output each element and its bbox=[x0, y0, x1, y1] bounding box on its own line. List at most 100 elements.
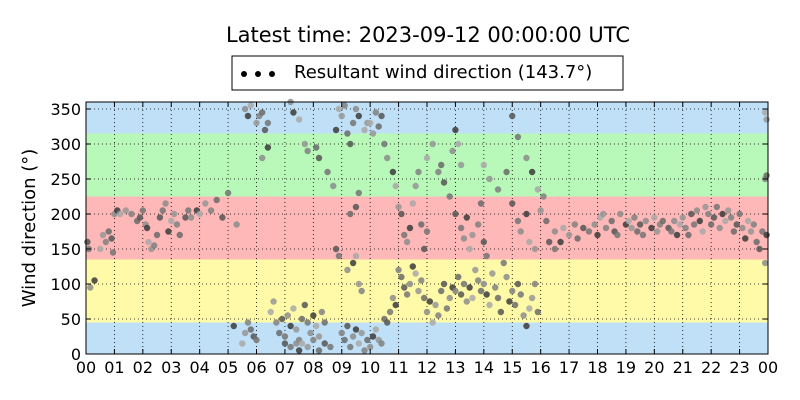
data-point bbox=[412, 182, 419, 190]
data-point bbox=[395, 203, 402, 211]
data-point bbox=[406, 224, 414, 232]
data-point bbox=[438, 161, 445, 169]
x-tick-label: 11 bbox=[388, 358, 408, 377]
x-tick-label: 20 bbox=[644, 358, 664, 377]
data-point bbox=[244, 319, 252, 326]
data-point bbox=[551, 245, 559, 253]
data-point bbox=[545, 238, 553, 246]
data-point bbox=[109, 249, 117, 256]
data-point bbox=[710, 214, 718, 221]
y-tick-label: 100 bbox=[50, 275, 81, 294]
data-point bbox=[636, 221, 644, 228]
data-point bbox=[352, 203, 360, 211]
data-point bbox=[420, 245, 428, 253]
x-tick-label: 12 bbox=[417, 358, 437, 377]
data-point bbox=[321, 319, 328, 326]
data-point bbox=[352, 105, 360, 113]
x-tick-label: 00 bbox=[76, 358, 96, 377]
data-point bbox=[153, 231, 161, 239]
data-point bbox=[315, 154, 323, 162]
y-tick-label: 300 bbox=[50, 135, 81, 154]
x-tick-label: 01 bbox=[104, 358, 124, 377]
data-point bbox=[469, 231, 476, 239]
data-point bbox=[378, 112, 385, 120]
data-point bbox=[702, 203, 709, 211]
data-point bbox=[415, 287, 422, 295]
data-point bbox=[492, 284, 499, 291]
x-tick-label: 07 bbox=[275, 358, 295, 377]
data-point bbox=[432, 301, 439, 309]
data-point bbox=[523, 322, 530, 330]
data-point bbox=[162, 200, 169, 207]
data-point bbox=[241, 105, 249, 113]
data-point bbox=[398, 273, 405, 281]
data-point bbox=[753, 238, 760, 246]
x-tick-label: 02 bbox=[133, 358, 153, 377]
data-point bbox=[338, 112, 345, 120]
data-point bbox=[366, 343, 374, 351]
data-point bbox=[361, 347, 368, 354]
data-point bbox=[239, 340, 246, 347]
legend-marker-dot bbox=[255, 71, 261, 77]
x-tick-label: 00 bbox=[758, 358, 778, 377]
data-point bbox=[763, 231, 770, 239]
data-point bbox=[713, 203, 721, 211]
data-point bbox=[517, 228, 524, 235]
data-point bbox=[634, 228, 641, 235]
data-point bbox=[756, 245, 763, 253]
data-point bbox=[690, 221, 698, 228]
data-point bbox=[480, 280, 488, 288]
data-point bbox=[270, 298, 277, 305]
data-point bbox=[761, 259, 769, 267]
data-point bbox=[315, 347, 323, 354]
data-point bbox=[287, 322, 294, 330]
data-point bbox=[537, 207, 544, 214]
data-point bbox=[449, 147, 456, 155]
data-point bbox=[403, 238, 411, 246]
data-point bbox=[591, 221, 598, 228]
data-point bbox=[474, 277, 482, 284]
data-point bbox=[99, 231, 107, 239]
data-point bbox=[321, 340, 328, 347]
data-point bbox=[420, 294, 428, 302]
data-point bbox=[472, 266, 479, 274]
data-point bbox=[440, 179, 448, 186]
data-point bbox=[386, 308, 394, 316]
data-point bbox=[281, 340, 289, 347]
data-point bbox=[273, 319, 280, 326]
data-point bbox=[668, 228, 675, 235]
data-point bbox=[423, 308, 431, 316]
data-point bbox=[509, 200, 516, 207]
chart-title: Latest time: 2023-09-12 00:00:00 UTC bbox=[226, 23, 630, 47]
data-point bbox=[412, 270, 419, 277]
data-point bbox=[318, 308, 326, 316]
data-point bbox=[330, 182, 337, 190]
data-point bbox=[744, 217, 752, 225]
data-point bbox=[551, 228, 559, 235]
x-tick-label: 10 bbox=[360, 358, 380, 377]
data-point bbox=[452, 210, 459, 218]
legend-marker-dot bbox=[269, 71, 275, 77]
data-point bbox=[310, 336, 317, 344]
data-point bbox=[440, 280, 448, 288]
data-point bbox=[617, 210, 624, 218]
data-point bbox=[520, 312, 527, 319]
data-point bbox=[406, 280, 414, 288]
data-point bbox=[750, 221, 757, 228]
data-point bbox=[185, 207, 192, 214]
data-point bbox=[477, 287, 485, 295]
data-point bbox=[580, 224, 587, 232]
data-point bbox=[423, 228, 431, 235]
data-point bbox=[514, 133, 522, 141]
data-point bbox=[614, 231, 621, 239]
data-point bbox=[241, 329, 249, 337]
data-point bbox=[523, 154, 530, 162]
data-point bbox=[500, 259, 507, 267]
data-point bbox=[97, 245, 104, 253]
data-point bbox=[457, 224, 465, 232]
data-point bbox=[295, 116, 303, 123]
data-point bbox=[87, 284, 94, 291]
data-point bbox=[763, 116, 770, 123]
data-point bbox=[253, 119, 260, 127]
data-point bbox=[301, 140, 309, 148]
